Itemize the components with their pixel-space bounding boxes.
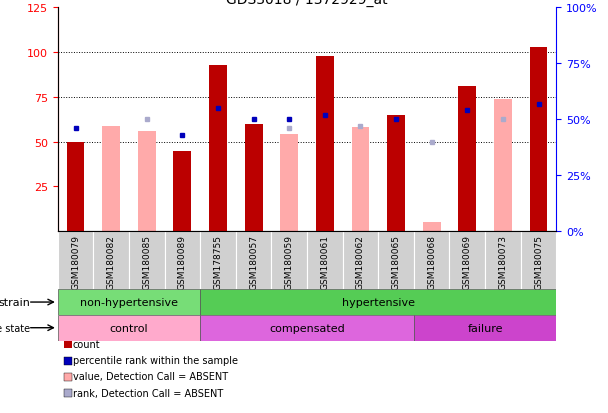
Bar (449, 232, 485, 290)
Bar (343, 232, 378, 290)
Bar (271, 232, 307, 290)
Bar (58, 315, 200, 341)
Text: GSM180068: GSM180068 (427, 235, 436, 290)
Bar (200, 315, 414, 341)
Bar (200, 232, 236, 290)
Bar (200, 290, 556, 315)
Bar (494, 100, 512, 232)
Text: failure: failure (468, 323, 503, 333)
Text: rank, Detection Call = ABSENT: rank, Detection Call = ABSENT (72, 388, 223, 398)
Text: GSM180061: GSM180061 (320, 235, 330, 290)
Bar (414, 232, 449, 290)
Bar (530, 47, 547, 232)
Bar (67, 142, 85, 232)
Bar (138, 132, 156, 232)
Text: GSM180079: GSM180079 (71, 235, 80, 290)
Text: GSM180065: GSM180065 (392, 235, 401, 290)
Bar (485, 232, 520, 290)
Bar (173, 151, 192, 232)
Bar (58, 232, 94, 290)
Bar (520, 232, 556, 290)
Bar (307, 232, 343, 290)
Bar (351, 128, 370, 232)
Bar (102, 126, 120, 232)
Text: count: count (72, 339, 100, 349)
Text: GSM180089: GSM180089 (178, 235, 187, 290)
Text: compensated: compensated (269, 323, 345, 333)
Text: disease state: disease state (0, 323, 30, 333)
Text: GSM180073: GSM180073 (499, 235, 508, 290)
Bar (378, 232, 414, 290)
Bar (414, 315, 556, 341)
Text: GSM180085: GSM180085 (142, 235, 151, 290)
Bar (387, 116, 405, 232)
Text: non-hypertensive: non-hypertensive (80, 297, 178, 307)
Bar (423, 223, 441, 232)
Title: GDS3018 / 1372929_at: GDS3018 / 1372929_at (226, 0, 388, 7)
Bar (280, 135, 298, 232)
Text: GSM180075: GSM180075 (534, 235, 543, 290)
Text: value, Detection Call = ABSENT: value, Detection Call = ABSENT (72, 372, 228, 382)
Text: GSM180069: GSM180069 (463, 235, 472, 290)
Text: GSM180082: GSM180082 (106, 235, 116, 290)
Bar (209, 65, 227, 232)
Bar (244, 124, 263, 232)
Bar (316, 57, 334, 232)
Bar (236, 232, 271, 290)
Bar (58, 290, 200, 315)
Text: GSM180062: GSM180062 (356, 235, 365, 290)
Text: GSM180059: GSM180059 (285, 235, 294, 290)
Bar (129, 232, 165, 290)
Text: hypertensive: hypertensive (342, 297, 415, 307)
Bar (94, 232, 129, 290)
Text: strain: strain (0, 297, 30, 307)
Bar (165, 232, 200, 290)
Bar (458, 87, 476, 232)
Text: percentile rank within the sample: percentile rank within the sample (72, 356, 238, 366)
Text: control: control (109, 323, 148, 333)
Text: GSM180057: GSM180057 (249, 235, 258, 290)
Text: GSM178755: GSM178755 (213, 235, 223, 290)
